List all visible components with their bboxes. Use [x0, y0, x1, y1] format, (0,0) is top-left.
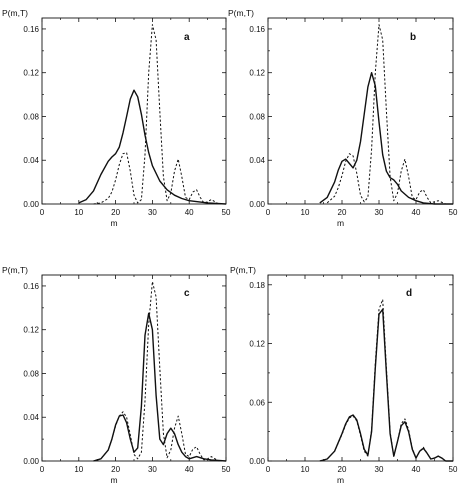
- x-tick-label: 50: [449, 208, 458, 217]
- panel-b: 0 10 20 30 40 50 0.00 0.04 0.08 0.12 0.16 P(m,T) m b: [228, 8, 458, 228]
- dashed-series-line: [319, 299, 453, 462]
- x-tick-label: 0: [40, 208, 45, 217]
- plot-frame: [41, 274, 227, 462]
- x-tick-label: 30: [375, 208, 384, 217]
- x-tick-label: 40: [412, 465, 421, 474]
- dashed-series-line: [326, 24, 453, 205]
- y-tick-label: 0.12: [23, 69, 39, 78]
- panel-label: d: [406, 288, 412, 299]
- x-tick-label: 10: [301, 465, 310, 474]
- x-tick-label: 0: [40, 465, 45, 474]
- y-tick-label: 0.04: [23, 413, 39, 422]
- x-tick-label: 20: [338, 208, 347, 217]
- x-tick-label: 20: [111, 465, 120, 474]
- panel-label: a: [184, 32, 190, 43]
- x-tick-label: 0: [266, 208, 271, 217]
- y-tick-label: 0.06: [249, 398, 265, 407]
- solid-series-line: [78, 89, 227, 205]
- x-tick-label: 10: [74, 208, 83, 217]
- panel-label: c: [184, 288, 190, 299]
- y-axis-label: P(m,T): [2, 265, 28, 275]
- y-tick-label: 0.16: [23, 25, 39, 34]
- x-tick-label: 20: [111, 208, 120, 217]
- x-tick-label: 10: [301, 208, 310, 217]
- y-tick-label: 0.18: [249, 281, 265, 290]
- y-tick-label: 0.00: [249, 457, 265, 466]
- x-tick-label: 20: [338, 465, 347, 474]
- y-tick-label: 0.04: [23, 156, 39, 165]
- y-axis-label: P(m,T): [228, 8, 254, 18]
- y-tick-label: 0.12: [23, 326, 39, 335]
- x-tick-label: 50: [449, 465, 458, 474]
- plot-frame: [267, 17, 454, 205]
- x-tick-label: 30: [375, 465, 384, 474]
- y-tick-label: 0.00: [249, 200, 265, 209]
- solid-series-line: [319, 71, 453, 205]
- dashed-series-line: [93, 281, 226, 462]
- x-tick-label: 40: [185, 465, 194, 474]
- x-axis-label: m: [110, 218, 117, 228]
- x-tick-label: 50: [222, 465, 231, 474]
- x-axis-label: m: [337, 218, 344, 228]
- y-tick-label: 0.08: [249, 112, 265, 121]
- y-tick-label: 0.12: [249, 69, 265, 78]
- solid-series-line: [319, 308, 453, 462]
- y-axis-label: P(m,T): [230, 265, 256, 275]
- x-tick-label: 0: [266, 465, 271, 474]
- solid-series-line: [93, 312, 227, 462]
- x-axis-label: m: [337, 475, 344, 485]
- y-tick-label: 0.04: [249, 156, 265, 165]
- panel-c: 0 10 20 30 40 50 0.00 0.04 0.08 0.12 0.16 P(m,T) m c: [2, 265, 231, 485]
- x-tick-label: 30: [148, 465, 157, 474]
- y-tick-label: 0.12: [249, 340, 265, 349]
- y-axis-label: P(m,T): [2, 8, 28, 18]
- panel-label: b: [410, 32, 416, 43]
- panel-a: 0 10 20 30 40 50 0.00 0.04 0.08 0.12 0.16 P(m,T) m a: [2, 8, 231, 228]
- dashed-series-line: [93, 24, 226, 205]
- x-tick-label: 40: [412, 208, 421, 217]
- x-tick-label: 50: [222, 208, 231, 217]
- y-tick-label: 0.00: [23, 457, 39, 466]
- plot-frame: [41, 17, 227, 205]
- panel-d: 0 10 20 30 40 50 0.00 0.06 0.12 0.18 P(m,T) m d: [230, 265, 458, 485]
- x-tick-label: 40: [185, 208, 194, 217]
- y-tick-label: 0.16: [249, 25, 265, 34]
- x-axis-label: m: [110, 475, 117, 485]
- x-tick-label: 30: [148, 208, 157, 217]
- x-tick-label: 10: [74, 465, 83, 474]
- y-tick-label: 0.08: [23, 369, 39, 378]
- y-tick-label: 0.08: [23, 112, 39, 121]
- y-tick-label: 0.00: [23, 200, 39, 209]
- y-tick-label: 0.16: [23, 282, 39, 291]
